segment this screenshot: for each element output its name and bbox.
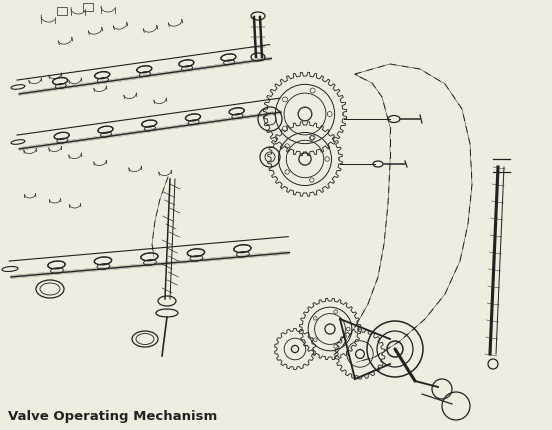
Text: Valve Operating Mechanism: Valve Operating Mechanism bbox=[8, 409, 217, 422]
